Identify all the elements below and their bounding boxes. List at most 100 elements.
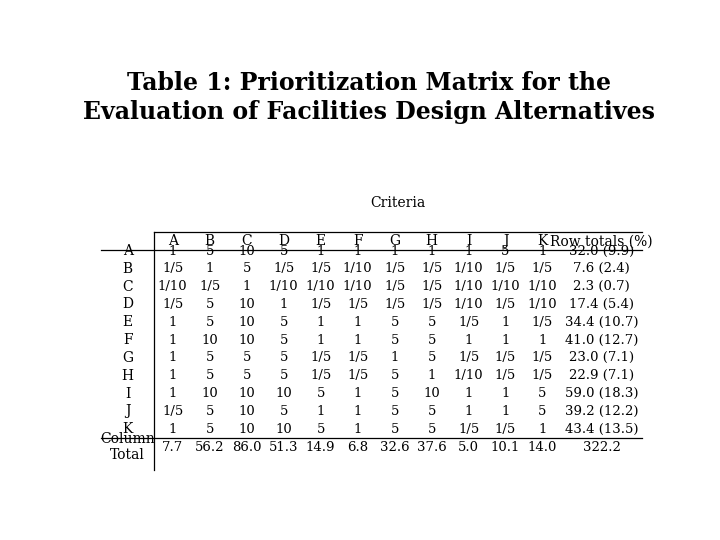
Text: 1/5: 1/5 bbox=[458, 423, 480, 436]
Text: 1: 1 bbox=[428, 369, 436, 382]
Text: 2.3 (0.7): 2.3 (0.7) bbox=[573, 280, 630, 293]
Text: 10: 10 bbox=[238, 334, 255, 347]
Text: 10: 10 bbox=[423, 387, 440, 400]
Text: I: I bbox=[466, 234, 472, 248]
Text: 5: 5 bbox=[279, 405, 288, 418]
Text: 5: 5 bbox=[279, 352, 288, 365]
Text: 10: 10 bbox=[238, 387, 255, 400]
Text: 1/10: 1/10 bbox=[269, 280, 299, 293]
Text: 6.8: 6.8 bbox=[347, 441, 368, 454]
Text: 5: 5 bbox=[205, 352, 214, 365]
Text: Table 1: Prioritization Matrix for the
Evaluation of Facilities Design Alternati: Table 1: Prioritization Matrix for the E… bbox=[83, 71, 655, 124]
Text: 1: 1 bbox=[316, 405, 325, 418]
Text: 1: 1 bbox=[464, 387, 473, 400]
Text: 1: 1 bbox=[501, 405, 510, 418]
Text: 1/5: 1/5 bbox=[310, 369, 331, 382]
Text: Criteria: Criteria bbox=[371, 197, 426, 210]
Text: 5: 5 bbox=[243, 352, 251, 365]
Text: 5: 5 bbox=[205, 245, 214, 258]
Text: H: H bbox=[426, 234, 438, 248]
Text: 1: 1 bbox=[316, 316, 325, 329]
Text: 10: 10 bbox=[202, 334, 218, 347]
Text: 1/5: 1/5 bbox=[384, 298, 405, 311]
Text: D: D bbox=[278, 234, 289, 248]
Text: 17.4 (5.4): 17.4 (5.4) bbox=[570, 298, 634, 311]
Text: 1: 1 bbox=[168, 352, 177, 365]
Text: 1/10: 1/10 bbox=[528, 280, 557, 293]
Text: 1: 1 bbox=[464, 245, 473, 258]
Text: 86.0: 86.0 bbox=[232, 441, 261, 454]
Text: C: C bbox=[241, 234, 252, 248]
Text: 5: 5 bbox=[205, 316, 214, 329]
Text: 1: 1 bbox=[168, 245, 177, 258]
Text: 5: 5 bbox=[501, 245, 510, 258]
Text: 5: 5 bbox=[243, 262, 251, 275]
Text: 1: 1 bbox=[539, 334, 546, 347]
Text: 1/5: 1/5 bbox=[347, 352, 368, 365]
Text: 7.7: 7.7 bbox=[162, 441, 184, 454]
Text: 1: 1 bbox=[168, 423, 177, 436]
Text: 5: 5 bbox=[390, 369, 399, 382]
Text: H: H bbox=[122, 369, 134, 383]
Text: 1: 1 bbox=[501, 316, 510, 329]
Text: A: A bbox=[122, 244, 132, 258]
Text: 5: 5 bbox=[205, 369, 214, 382]
Text: 51.3: 51.3 bbox=[269, 441, 298, 454]
Text: 5: 5 bbox=[539, 405, 546, 418]
Text: 1: 1 bbox=[501, 334, 510, 347]
Text: 1/5: 1/5 bbox=[310, 298, 331, 311]
Text: 43.4 (13.5): 43.4 (13.5) bbox=[565, 423, 639, 436]
Text: 14.0: 14.0 bbox=[528, 441, 557, 454]
Text: 32.6: 32.6 bbox=[379, 441, 410, 454]
Text: 5: 5 bbox=[428, 352, 436, 365]
Text: 5: 5 bbox=[279, 316, 288, 329]
Text: 5: 5 bbox=[390, 387, 399, 400]
Text: 1/5: 1/5 bbox=[347, 369, 368, 382]
Text: 1: 1 bbox=[316, 245, 325, 258]
Text: 5: 5 bbox=[539, 387, 546, 400]
Text: 5: 5 bbox=[390, 334, 399, 347]
Text: 1: 1 bbox=[539, 423, 546, 436]
Text: 1/10: 1/10 bbox=[343, 262, 372, 275]
Text: 10.1: 10.1 bbox=[491, 441, 521, 454]
Text: 1: 1 bbox=[390, 245, 399, 258]
Text: 34.4 (10.7): 34.4 (10.7) bbox=[565, 316, 639, 329]
Text: 5: 5 bbox=[428, 405, 436, 418]
Text: 1/5: 1/5 bbox=[347, 298, 368, 311]
Text: 1/5: 1/5 bbox=[421, 298, 442, 311]
Text: E: E bbox=[122, 315, 132, 329]
Text: 1/5: 1/5 bbox=[495, 262, 516, 275]
Text: 1/5: 1/5 bbox=[532, 352, 553, 365]
Text: 1: 1 bbox=[279, 298, 288, 311]
Text: 32.0 (9.9): 32.0 (9.9) bbox=[569, 245, 634, 258]
Text: B: B bbox=[122, 262, 132, 276]
Text: 1/10: 1/10 bbox=[158, 280, 187, 293]
Text: C: C bbox=[122, 280, 133, 294]
Text: 1/5: 1/5 bbox=[532, 369, 553, 382]
Text: 1/10: 1/10 bbox=[306, 280, 336, 293]
Text: 1/10: 1/10 bbox=[343, 280, 372, 293]
Text: 1: 1 bbox=[539, 245, 546, 258]
Text: 1/5: 1/5 bbox=[162, 262, 184, 275]
Text: 1: 1 bbox=[390, 352, 399, 365]
Text: 1: 1 bbox=[168, 369, 177, 382]
Text: 1/10: 1/10 bbox=[454, 280, 483, 293]
Text: 1/5: 1/5 bbox=[421, 280, 442, 293]
Text: 5: 5 bbox=[428, 423, 436, 436]
Text: D: D bbox=[122, 298, 133, 312]
Text: 1/5: 1/5 bbox=[384, 262, 405, 275]
Text: 1: 1 bbox=[168, 387, 177, 400]
Text: 10: 10 bbox=[238, 316, 255, 329]
Text: 22.9 (7.1): 22.9 (7.1) bbox=[570, 369, 634, 382]
Text: 14.9: 14.9 bbox=[306, 441, 336, 454]
Text: 1/5: 1/5 bbox=[273, 262, 294, 275]
Text: 10: 10 bbox=[238, 405, 255, 418]
Text: 1: 1 bbox=[354, 316, 361, 329]
Text: 1: 1 bbox=[354, 387, 361, 400]
Text: 1/5: 1/5 bbox=[199, 280, 220, 293]
Text: 1/10: 1/10 bbox=[528, 298, 557, 311]
Text: 1/5: 1/5 bbox=[495, 352, 516, 365]
Text: 1/5: 1/5 bbox=[532, 316, 553, 329]
Text: Column
Total: Column Total bbox=[100, 433, 155, 462]
Text: 5: 5 bbox=[428, 316, 436, 329]
